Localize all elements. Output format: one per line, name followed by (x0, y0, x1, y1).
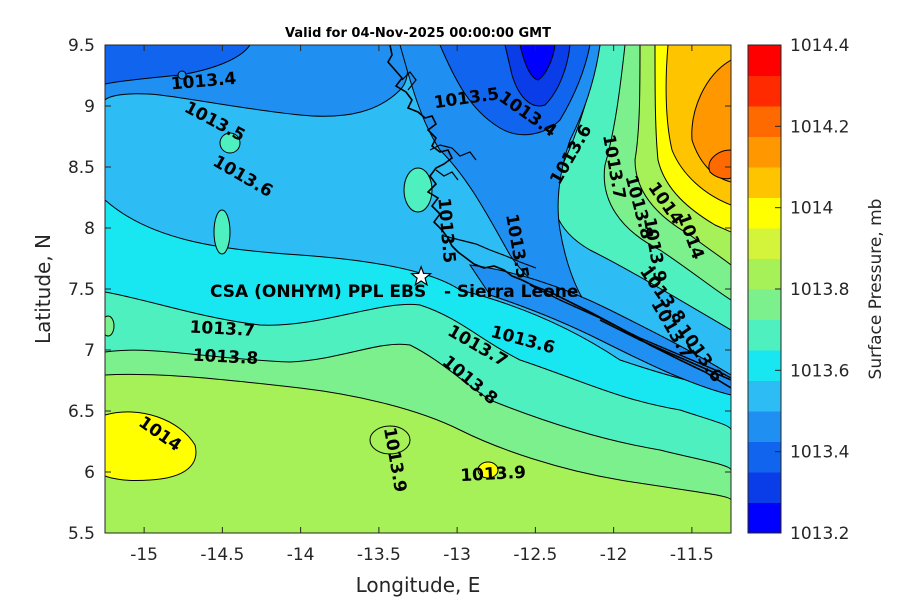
coast-inlet-3 (443, 235, 537, 269)
colorbar-segment (748, 502, 781, 534)
coast-inlet-4 (401, 71, 417, 91)
coastline-southeast (599, 319, 731, 381)
pressure-band-se-1013-5 (468, 264, 731, 396)
pressure-cell-west-1013-8 (105, 315, 115, 337)
colorbar-ticks: 1013.2 1013.4 1013.6 1013.8 1014 1014.2 1014.4 (775, 36, 849, 544)
coastline (387, 45, 731, 389)
pressure-band-nc-1013-1 (519, 45, 556, 81)
y-tick-label: 7.5 (68, 280, 95, 300)
colorbar-segment (748, 228, 781, 259)
colorbar-tick-label: 1014.4 (790, 36, 849, 56)
contour-label: 1013.8 (192, 346, 259, 369)
y-axis-label: Latitude, N (31, 234, 55, 344)
colorbar-tick-label: 1014 (790, 199, 833, 219)
pressure-band-1014-sw (105, 411, 197, 481)
colorbar-segment (748, 289, 781, 320)
pressure-cell-coast-1013-7 (403, 167, 433, 213)
colorbar-segment (748, 45, 781, 76)
colorbar-segment (748, 136, 781, 168)
pressure-cell-south-1014 (477, 461, 499, 479)
y-tick-label: 6.5 (68, 402, 95, 422)
station-layer: CSA (ONHYM) PPL EBS - Sierra Leone (210, 265, 578, 302)
x-tick-label: -15 (130, 545, 158, 565)
y-tick-label: 9.5 (68, 36, 95, 56)
y-tick-label: 6 (84, 463, 95, 483)
x-axis-ticks: -15 -14.5 -14 -13.5 -13 -12.5 -12 -11.5 (130, 45, 714, 565)
colorbar (747, 44, 782, 534)
station-label: CSA (ONHYM) PPL EBS - Sierra Leone (210, 282, 578, 302)
x-tick-label: -14 (287, 545, 315, 565)
pressure-field (105, 45, 731, 533)
x-axis-label: Longitude, E (356, 573, 481, 597)
map-title: Valid for 04-Nov-2025 00:00:00 GMT (285, 26, 551, 41)
pressure-band-east-1014-3 (708, 149, 731, 180)
y-tick-label: 7 (84, 341, 95, 361)
coast-inlet-2 (435, 169, 459, 181)
x-tick-label: -12 (600, 545, 628, 565)
y-tick-label: 9 (84, 97, 95, 117)
pressure-cell-tiny-1013-5 (177, 70, 187, 80)
colorbar-tick-label: 1013.4 (790, 443, 849, 463)
colorbar-label: Surface Pressure, mb (866, 199, 886, 380)
y-axis-ticks: 5.5 6 6.5 7 7.5 8 8.5 9 9.5 (68, 36, 731, 544)
pressure-cell-north-1013-7 (219, 132, 241, 154)
y-tick-label: 8 (84, 219, 95, 239)
x-tick-label: -12.5 (513, 545, 557, 565)
colorbar-segment (748, 75, 781, 107)
colorbar-segment (748, 106, 781, 137)
pressure-cell-south-1013-9 (369, 425, 411, 455)
colorbar-segment (748, 258, 781, 290)
x-tick-label: -13.5 (357, 545, 401, 565)
x-tick-label: -11.5 (670, 545, 714, 565)
colorbar-segment (748, 441, 781, 473)
station-star-icon (409, 265, 433, 287)
colorbar-tick-label: 1013.2 (790, 524, 849, 544)
contour-label: 1013.9 (460, 463, 527, 486)
coast-inlet-1 (429, 144, 477, 161)
colorbar-segment (748, 472, 781, 503)
x-tick-label: -13 (443, 545, 471, 565)
y-tick-label: 8.5 (68, 158, 95, 178)
colorbar-segment (748, 411, 781, 442)
pressure-band-1013-9 (105, 373, 731, 533)
colorbar-segment (748, 380, 781, 412)
colorbar-tick-label: 1013.8 (790, 280, 849, 300)
country-border (529, 284, 731, 379)
colorbar-segment (748, 167, 781, 198)
contour-label: 1013.7 (189, 318, 256, 341)
x-tick-label: -14.5 (200, 545, 244, 565)
y-tick-label: 5.5 (68, 524, 95, 544)
colorbar-segment (748, 197, 781, 229)
colorbar-segment (748, 350, 781, 381)
colorbar-segment (748, 319, 781, 351)
pressure-cell-inland-1013-7 (213, 209, 231, 255)
colorbar-tick-label: 1014.2 (790, 117, 849, 137)
colorbar-tick-label: 1013.6 (790, 361, 849, 381)
